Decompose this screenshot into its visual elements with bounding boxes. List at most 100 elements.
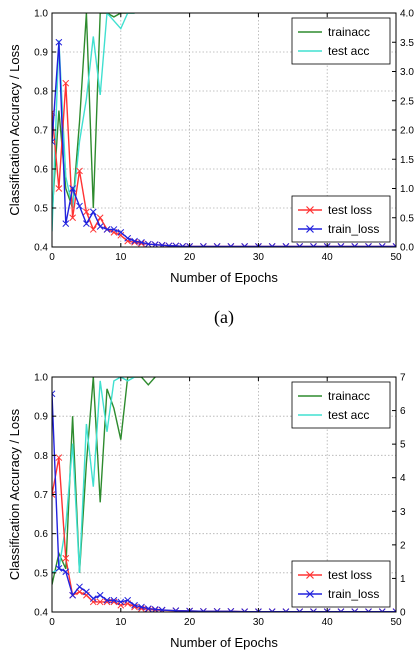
data-point-train-loss <box>200 243 207 247</box>
x-tick-label: 0 <box>49 617 55 628</box>
y2-tick-label: 2 <box>400 540 406 551</box>
x-tick-label: 30 <box>253 617 265 628</box>
figure-caption: (a) <box>214 307 234 328</box>
data-point-test-loss <box>52 491 56 498</box>
data-point-train-loss <box>103 596 111 604</box>
data-point-train-loss <box>213 607 221 612</box>
data-point-train-loss <box>124 596 132 604</box>
y2-tick-label: 4.0 <box>400 9 414 20</box>
data-point-test-loss <box>62 79 70 87</box>
y2-tick-label: 0 <box>400 608 406 619</box>
data-point-train-loss <box>62 568 70 576</box>
data-point-train-loss <box>89 208 97 216</box>
data-point-train-loss <box>378 243 386 247</box>
data-point-train-loss <box>337 243 345 247</box>
y-axis-label: Classification Accuracy / Loss <box>7 408 22 580</box>
y2-tick-label: 0.5 <box>400 213 414 224</box>
legend-box <box>291 381 391 429</box>
y2-tick-label: 3.5 <box>400 38 414 49</box>
y2-tick-label: 4 <box>400 473 406 484</box>
data-point-train-loss <box>110 226 118 233</box>
y-tick-label: 0.4 <box>34 608 48 619</box>
data-point-train-loss <box>172 607 180 612</box>
series-line-test-acc <box>52 377 135 574</box>
legend-label-test-acc: test acc <box>328 44 369 58</box>
data-point-train-loss <box>151 605 159 612</box>
legend-marker-train-loss <box>306 590 314 598</box>
data-point-train-loss <box>131 601 138 609</box>
y2-tick-label: 1.5 <box>400 155 414 166</box>
legend-label-train-loss: train_loss <box>328 587 379 601</box>
y-tick-label: 0.6 <box>34 165 48 176</box>
legend-label-train-loss: train_loss <box>328 222 379 236</box>
data-point-train-loss <box>83 588 90 596</box>
x-tick-label: 50 <box>390 617 402 628</box>
y-tick-label: 0.8 <box>34 451 48 462</box>
legend-box <box>291 17 391 65</box>
data-point-train-loss <box>392 243 396 247</box>
y-tick-label: 0.9 <box>34 48 48 59</box>
y-tick-label: 1.0 <box>34 9 48 20</box>
data-point-train-loss <box>96 223 104 230</box>
data-point-train-loss <box>310 243 317 247</box>
legend-box <box>291 560 391 608</box>
data-point-train-loss <box>179 243 187 247</box>
y2-tick-label: 6 <box>400 406 406 417</box>
y-tick-label: 0.5 <box>34 204 48 215</box>
y2-tick-label: 7 <box>400 373 406 384</box>
data-point-train-loss <box>55 38 63 46</box>
data-point-test-loss <box>96 214 104 222</box>
data-point-train-loss <box>241 243 248 247</box>
y2-tick-label: 0.0 <box>400 243 414 254</box>
legend-label-trainacc: trainacc <box>328 25 370 39</box>
legend-label-test-loss: test loss <box>328 203 372 217</box>
data-point-train-loss <box>52 390 56 398</box>
legend-marker-test-loss <box>306 206 314 214</box>
y-tick-label: 0.9 <box>34 412 48 423</box>
legend-marker-train-loss <box>306 225 314 233</box>
data-point-train-loss <box>227 607 235 612</box>
data-point-train-loss <box>213 243 221 247</box>
data-point-test-loss <box>131 603 138 611</box>
data-point-train-loss <box>158 241 166 247</box>
x-tick-label: 0 <box>49 252 55 263</box>
legend-box <box>291 195 391 243</box>
data-point-train-loss <box>144 240 152 247</box>
legend-marker-test-loss <box>306 571 314 579</box>
data-point-test-loss <box>69 214 76 222</box>
y-tick-label: 0.7 <box>34 126 48 137</box>
data-point-train-loss <box>55 565 63 572</box>
x-axis-label: Number of Epochs <box>170 270 278 285</box>
data-point-train-loss <box>296 243 304 247</box>
data-point-train-loss <box>103 226 111 233</box>
chart-a: 0 10 20 30 40 50 0.4 0.5 0.6 0.7 0.8 0.9 1.0 0.0 0.5 1.… <box>7 9 414 329</box>
y-axis-label: Classification Accuracy / Loss <box>7 44 22 216</box>
data-point-test-loss <box>55 454 63 461</box>
data-point-train-loss <box>52 138 56 146</box>
y-tick-label: 0.8 <box>34 87 48 98</box>
data-point-train-loss <box>76 202 83 210</box>
y-tick-label: 0.5 <box>34 568 48 579</box>
y2-tick-label: 1.0 <box>400 184 414 195</box>
y2-tick-label: 3 <box>400 507 406 518</box>
x-tick-label: 40 <box>322 617 334 628</box>
data-point-train-loss <box>110 596 118 604</box>
data-point-train-loss <box>351 243 359 247</box>
data-point-train-loss <box>227 243 235 247</box>
data-point-train-loss <box>282 243 290 247</box>
data-point-train-loss <box>138 238 145 246</box>
data-point-train-loss <box>124 234 132 242</box>
x-tick-label: 10 <box>115 617 127 628</box>
data-point-test-loss <box>96 598 104 606</box>
y-tick-label: 0.7 <box>34 490 48 501</box>
data-point-train-loss <box>268 243 276 247</box>
y2-tick-label: 3.0 <box>400 67 414 78</box>
series-line-test-acc <box>52 13 135 232</box>
x-tick-label: 10 <box>115 252 127 263</box>
data-point-train-loss <box>89 595 97 602</box>
x-axis-label: Number of Epochs <box>170 635 278 650</box>
data-point-train-loss <box>200 607 207 612</box>
x-tick-label: 30 <box>253 252 265 263</box>
data-point-train-loss <box>69 591 76 599</box>
legend-label-trainacc: trainacc <box>328 389 370 403</box>
